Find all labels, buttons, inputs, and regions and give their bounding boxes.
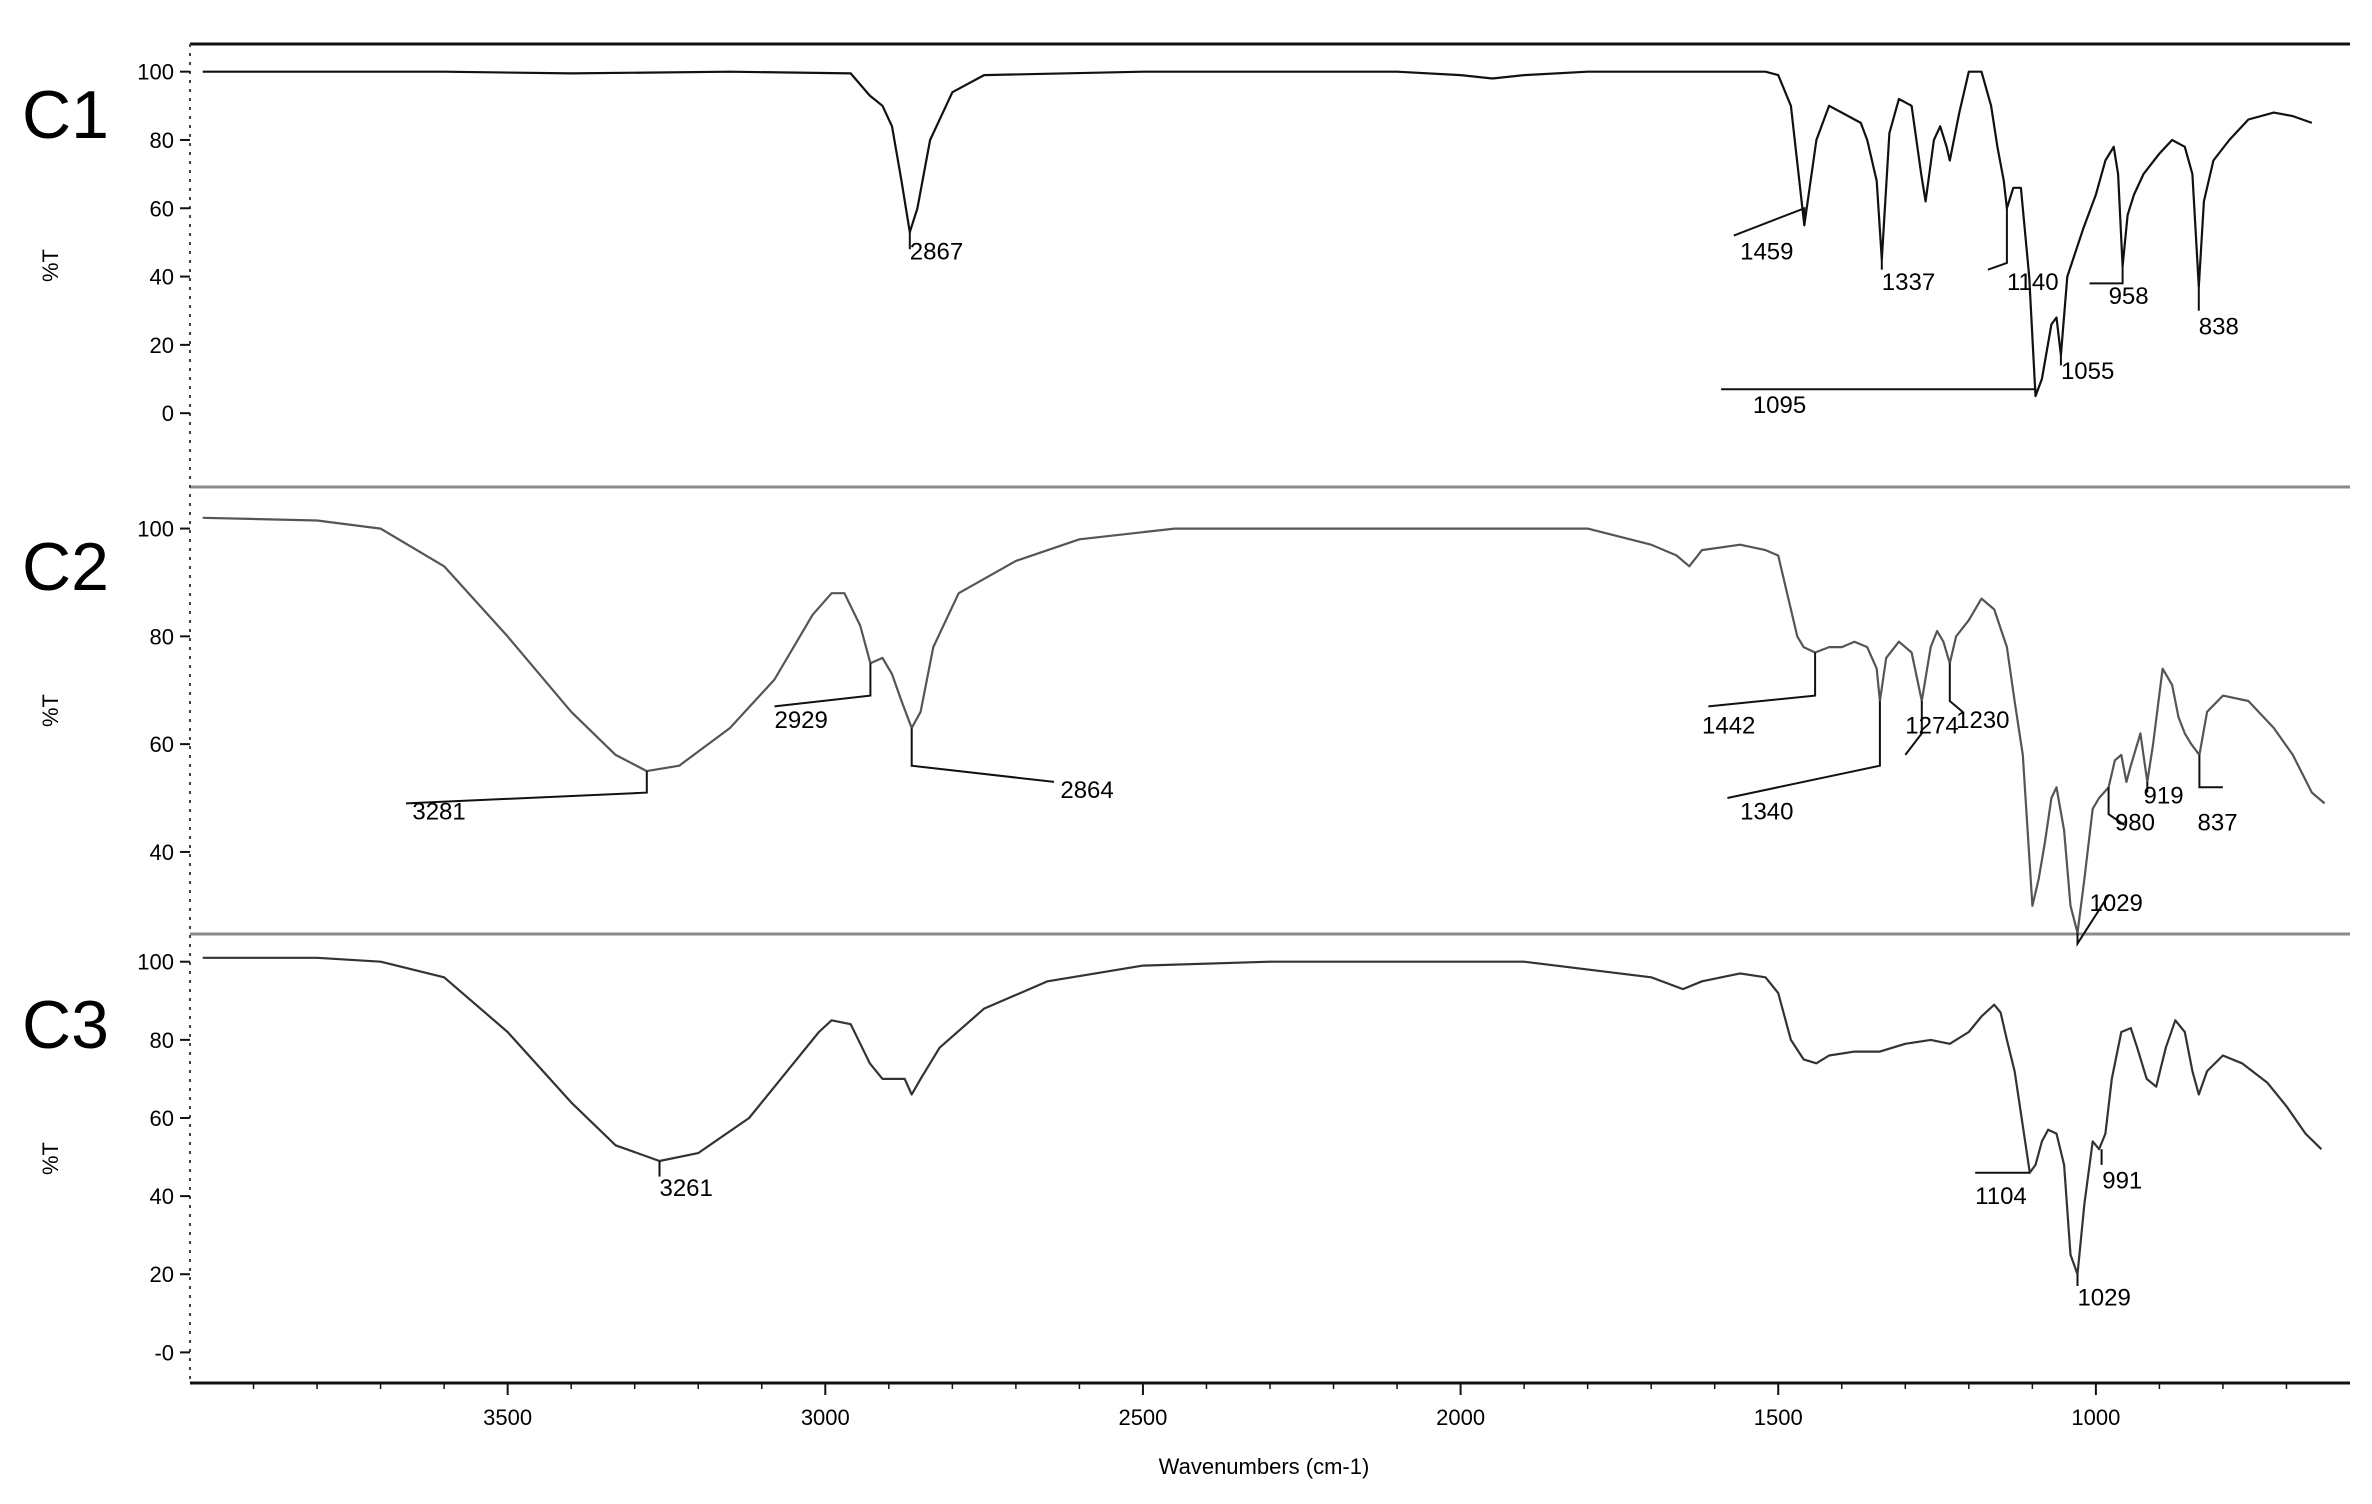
y-tick-label: 40 xyxy=(150,840,174,865)
peak-leader-line xyxy=(2107,787,2126,826)
y-tick-label: 60 xyxy=(150,732,174,757)
spectrum-c2 xyxy=(202,516,2326,934)
peak-label: 1442 xyxy=(1702,712,1755,739)
peak-leader-line xyxy=(1721,388,2037,397)
peak-label: 1230 xyxy=(1956,707,2009,734)
peak-label: 2929 xyxy=(774,707,827,734)
peak-label: 1274 xyxy=(1905,712,1958,739)
peak-leader-line xyxy=(2076,894,2110,948)
peak-label: 1459 xyxy=(1740,238,1793,265)
peak-label: 1140 xyxy=(2007,269,2059,296)
peak-leader-line xyxy=(1904,701,1923,756)
y-axis-title: %T xyxy=(38,249,63,282)
peak-label: 958 xyxy=(2109,283,2149,310)
y-tick-label: 20 xyxy=(150,333,174,358)
y-tick-label: 0 xyxy=(162,401,174,426)
y-tick-label: 40 xyxy=(150,1184,174,1209)
peak-label: 1104 xyxy=(1975,1183,2027,1210)
peak-annotations: 2867 1459 1337 1140 1095 1055 958 838 3281 2929 28… xyxy=(405,206,2239,1311)
peak-leader-line xyxy=(2089,266,2124,285)
peak-label: 837 xyxy=(2198,809,2238,836)
y-axis-title: %T xyxy=(38,1142,63,1175)
x-tick-label: 3500 xyxy=(483,1405,532,1430)
peak-leader-line xyxy=(910,728,1055,783)
y-tick-label: 80 xyxy=(150,624,174,649)
x-tick-label: 1000 xyxy=(2071,1405,2120,1430)
peak-label: 1337 xyxy=(1882,269,1935,296)
y-tick-label: -0 xyxy=(154,1340,174,1365)
peak-label: 1095 xyxy=(1753,392,1806,419)
peak-leader-line xyxy=(2198,754,2223,789)
y-tick-label: 80 xyxy=(150,1028,174,1053)
panel-label-c3: C3 xyxy=(22,987,109,1063)
y-tick-label: 60 xyxy=(150,196,174,221)
x-tick-label: 3000 xyxy=(801,1405,850,1430)
y-tick-label: 20 xyxy=(150,1262,174,1287)
peak-label: 3261 xyxy=(659,1175,712,1202)
peak-label: 919 xyxy=(2144,782,2184,809)
peak-label: 1340 xyxy=(1740,799,1793,826)
y-tick-label: 100 xyxy=(137,950,174,975)
peak-label: 3281 xyxy=(412,799,465,826)
spectrum-c1 xyxy=(202,70,2313,398)
spectrum-c3 xyxy=(202,956,2323,1276)
x-tick-label: 2000 xyxy=(1436,1405,1485,1430)
x-axis-title: Wavenumbers (cm-1) xyxy=(1159,1454,1370,1479)
y-tick-label: 100 xyxy=(137,60,174,85)
peak-leader-line xyxy=(1987,208,2008,271)
spectra xyxy=(202,70,2326,1276)
peak-label: 838 xyxy=(2199,314,2239,341)
peak-leader-line xyxy=(1708,652,1817,708)
peak-leader-line xyxy=(1727,701,1881,799)
panel-label-c2: C2 xyxy=(22,529,109,605)
peak-label: 1055 xyxy=(2061,358,2114,385)
peak-label: 1029 xyxy=(2077,1284,2130,1311)
y-tick-label: 100 xyxy=(137,517,174,542)
panel-label-c1: C1 xyxy=(22,77,109,153)
x-tick-label: 2500 xyxy=(1118,1405,1167,1430)
peak-leader-line xyxy=(405,771,648,805)
y-tick-label: 60 xyxy=(150,1106,174,1131)
x-tick-label: 1500 xyxy=(1754,1405,1803,1430)
peak-label: 980 xyxy=(2115,809,2155,836)
peak-label: 991 xyxy=(2102,1167,2142,1194)
peak-label: 2864 xyxy=(1060,777,1113,804)
y-axis-title: %T xyxy=(38,694,63,727)
y-tick-label: 40 xyxy=(150,265,174,290)
y-tick-label: 80 xyxy=(150,128,174,153)
peak-leader-line xyxy=(1948,663,1964,713)
peak-label: 2867 xyxy=(910,238,963,265)
axes: 3500 3000 2500 2000 1500 1000 C1 %T 0 20 40 60 80 100… xyxy=(22,60,2288,1430)
peak-leader-line xyxy=(1733,206,1806,237)
peak-label: 1029 xyxy=(2090,890,2143,917)
peak-leader-line xyxy=(774,663,872,708)
